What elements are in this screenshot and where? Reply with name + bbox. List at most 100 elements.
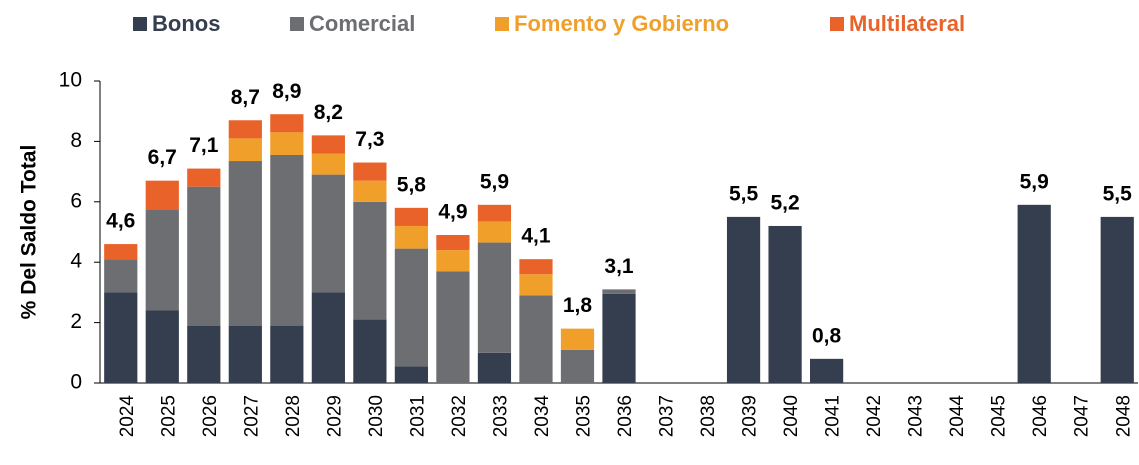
bar-segment bbox=[394, 366, 429, 383]
bar-segment bbox=[353, 162, 387, 181]
bar-segment bbox=[187, 168, 221, 187]
bar-segment bbox=[477, 221, 512, 243]
x-tick-label: 2034 bbox=[532, 395, 553, 438]
bar-segment bbox=[353, 201, 387, 320]
bar-segment bbox=[602, 293, 636, 383]
x-tick-label: 2036 bbox=[615, 395, 636, 437]
total-label: 4,9 bbox=[438, 201, 467, 224]
x-tick-label: 2031 bbox=[407, 395, 428, 437]
x-tick-label: 2029 bbox=[324, 395, 345, 437]
x-tick-label: 2039 bbox=[740, 395, 761, 437]
x-tick-label: 2043 bbox=[906, 395, 927, 437]
total-label: 5,5 bbox=[1103, 182, 1133, 205]
bar-segment bbox=[228, 138, 262, 162]
x-tick-label: 2044 bbox=[947, 395, 968, 438]
bar-segment bbox=[477, 352, 512, 383]
total-label: 1,8 bbox=[563, 294, 593, 317]
total-label: 4,1 bbox=[521, 225, 551, 248]
bar-segment bbox=[270, 325, 304, 383]
x-tick-label: 2046 bbox=[1030, 395, 1051, 437]
bar-segment bbox=[104, 259, 138, 293]
total-label: 3,1 bbox=[604, 255, 634, 278]
legend-swatch bbox=[495, 17, 509, 31]
bar-segment bbox=[270, 114, 304, 133]
total-label: 7,3 bbox=[355, 128, 384, 151]
total-label: 5,8 bbox=[397, 173, 427, 196]
bar-segment bbox=[145, 209, 179, 311]
bar-segment bbox=[228, 325, 262, 383]
legend-label: Fomento y Gobierno bbox=[514, 11, 729, 36]
y-tick-label: 10 bbox=[59, 69, 82, 92]
bar-segment bbox=[519, 295, 553, 383]
bar-segment bbox=[104, 244, 138, 260]
bar-segment bbox=[436, 235, 470, 251]
bar-segment bbox=[809, 358, 844, 383]
bar-segment bbox=[560, 328, 595, 350]
bar-segment bbox=[145, 180, 179, 210]
bar-segment bbox=[311, 153, 345, 175]
total-label: 8,2 bbox=[314, 101, 343, 124]
total-label: 5,9 bbox=[480, 170, 509, 193]
bar-segment bbox=[477, 204, 512, 222]
bar-segment bbox=[104, 292, 138, 383]
bar-segment bbox=[519, 274, 553, 296]
x-tick-label: 2025 bbox=[158, 395, 179, 437]
y-tick-label: 0 bbox=[70, 371, 82, 394]
x-tick-label: 2037 bbox=[657, 395, 678, 437]
legend-label: Multilateral bbox=[849, 11, 965, 36]
legend-swatch bbox=[830, 17, 844, 31]
x-tick-label: 2048 bbox=[1113, 395, 1134, 437]
x-tick-label: 2026 bbox=[200, 395, 221, 437]
y-tick-label: 4 bbox=[70, 250, 82, 273]
bar-segment bbox=[436, 250, 470, 272]
y-tick-label: 8 bbox=[70, 129, 82, 152]
total-label: 0,8 bbox=[812, 324, 842, 347]
bar-segment bbox=[145, 310, 179, 383]
bar-segment bbox=[1100, 216, 1134, 383]
bar-segment bbox=[394, 248, 429, 367]
x-tick-label: 2035 bbox=[573, 395, 594, 437]
legend-swatch bbox=[133, 17, 147, 31]
x-tick-label: 2024 bbox=[117, 395, 138, 438]
bar-segment bbox=[560, 349, 595, 383]
bar-segment bbox=[228, 120, 262, 139]
bar-segment bbox=[477, 242, 512, 353]
bar-segment bbox=[602, 289, 636, 294]
x-tick-label: 2042 bbox=[864, 395, 885, 437]
total-label: 7,1 bbox=[189, 134, 219, 157]
x-tick-label: 2040 bbox=[781, 395, 802, 437]
x-tick-label: 2041 bbox=[823, 395, 844, 437]
bar-segment bbox=[311, 292, 345, 383]
bar-segment bbox=[311, 174, 345, 293]
x-tick-label: 2030 bbox=[366, 395, 387, 437]
bar-segment bbox=[519, 259, 553, 275]
total-label: 8,9 bbox=[272, 80, 301, 103]
total-label: 5,5 bbox=[729, 182, 759, 205]
total-label: 5,2 bbox=[770, 192, 799, 215]
x-tick-label: 2033 bbox=[490, 395, 511, 437]
y-tick-label: 2 bbox=[70, 310, 82, 333]
bar-segment bbox=[1017, 204, 1051, 383]
bar-segment bbox=[311, 135, 345, 154]
legend-swatch bbox=[290, 17, 304, 31]
bar-segment bbox=[270, 132, 304, 155]
total-label: 6,7 bbox=[148, 146, 177, 169]
total-label: 8,7 bbox=[231, 86, 260, 109]
bar-segment bbox=[228, 161, 262, 326]
bar-segment bbox=[436, 271, 470, 383]
bar-segment bbox=[187, 186, 221, 326]
legend-label: Comercial bbox=[309, 11, 415, 36]
y-axis-label: % Del Saldo Total bbox=[18, 145, 41, 320]
bar-segment bbox=[768, 225, 802, 383]
bar-segment bbox=[394, 207, 429, 226]
bar-segment bbox=[726, 216, 761, 383]
bar-segment bbox=[353, 180, 387, 202]
bar-segment bbox=[270, 154, 304, 326]
x-tick-label: 2028 bbox=[283, 395, 304, 437]
x-tick-label: 2047 bbox=[1072, 395, 1093, 437]
total-label: 4,6 bbox=[106, 210, 135, 233]
x-tick-label: 2038 bbox=[698, 395, 719, 437]
bar-segment bbox=[394, 225, 429, 249]
y-tick-label: 6 bbox=[70, 189, 82, 212]
